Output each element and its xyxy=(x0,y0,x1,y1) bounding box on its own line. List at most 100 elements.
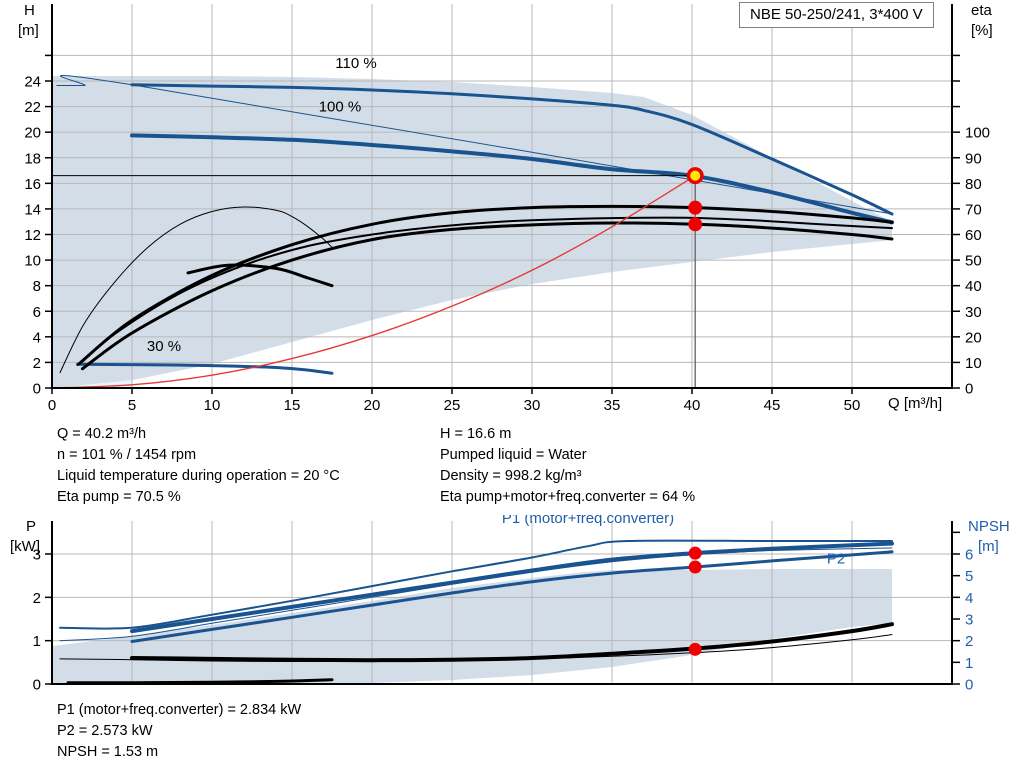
power-info: P1 (motor+freq.converter) = 2.834 kW P2 =… xyxy=(0,700,1024,780)
ytick-npsh-0: 0 xyxy=(965,677,973,694)
head-efficiency-chart: 0 5 10 15 20 25 30 35 40 45 50 0 2 4 6 8 10 12 14 16 18 20 22 2… xyxy=(18,2,993,414)
duty-info-right-line-1: Pumped liquid = Water xyxy=(440,447,587,463)
duty-info-left-line-2: Liquid temperature during operation = 20… xyxy=(57,468,340,484)
ytick-h-8: 8 xyxy=(33,278,41,295)
ytick-h-22: 22 xyxy=(24,99,41,116)
ticks-top: 0 5 10 15 20 25 30 35 40 45 5002468101214161820222… xyxy=(24,54,990,414)
curve-eta-pump-lower-speed xyxy=(76,216,893,366)
duty-point-p1 xyxy=(688,546,702,560)
curve-p1-motor-freq-converter xyxy=(130,541,894,634)
duty-point-info: Q = 40.2 m³/h n = 101 % / 1454 rpm Liquid … xyxy=(0,424,1024,516)
duty-info-left-column: Q = 40.2 m³/h n = 101 % / 1454 rpm Liquid … xyxy=(57,424,340,508)
ytick-eta-80: 80 xyxy=(965,176,982,193)
curve-p2 xyxy=(130,550,894,643)
xtick-20: 20 xyxy=(364,397,381,414)
pump-title: NBE 50-250/241, 3*400 V xyxy=(750,6,923,23)
curve-p1-envelope-upper xyxy=(59,539,893,630)
ytick-eta-20: 20 xyxy=(965,329,982,346)
ytick-eta-60: 60 xyxy=(965,227,982,244)
axes-bottom xyxy=(51,521,953,685)
ytick-npsh-2: 2 xyxy=(965,633,973,650)
ticks-bottom: 0 1 2 3 0 1 2 3 4 5 6 xyxy=(33,531,973,694)
ytick-p-2: 2 xyxy=(33,590,41,607)
axis-label-eta: eta xyxy=(971,2,992,19)
operating-envelope-top xyxy=(53,76,892,388)
ytick-h-10: 10 xyxy=(24,253,41,270)
duty-info-left-line-0: Q = 40.2 m³/h xyxy=(57,426,147,442)
curve-eta-pump-motor-freq-converter xyxy=(80,221,894,371)
ytick-h-12: 12 xyxy=(24,227,41,244)
ytick-npsh-1: 1 xyxy=(965,655,973,672)
curve-h-30 xyxy=(76,362,334,375)
ytick-h-2: 2 xyxy=(33,355,41,372)
power-info-lines: P1 (motor+freq.converter) = 2.834 kW P2 =… xyxy=(57,700,301,763)
ytick-h-6: 6 xyxy=(33,304,41,321)
ytick-h-0: 0 xyxy=(33,381,41,398)
xtick-10: 10 xyxy=(204,397,221,414)
ytick-p-1: 1 xyxy=(33,633,41,650)
ytick-npsh-6: 6 xyxy=(965,547,973,564)
ytick-eta-70: 70 xyxy=(965,201,982,218)
axis-unit-eta: [%] xyxy=(971,22,993,39)
axis-label-h: H xyxy=(24,2,35,19)
curve-label-p1-motor-freq-converter: P1 (motor+freq.converter) xyxy=(502,515,674,527)
xtick-30: 30 xyxy=(524,397,541,414)
curve-label-30: 30 % xyxy=(147,338,181,355)
ytick-eta-50: 50 xyxy=(965,253,982,270)
ytick-eta-0: 0 xyxy=(965,381,973,398)
axis-label-q: Q [m³/h] xyxy=(888,395,943,412)
power-info-line-2: NPSH = 1.53 m xyxy=(57,744,159,760)
axis-unit-p: [kW] xyxy=(10,538,40,555)
duty-markers-top xyxy=(686,167,704,232)
axis-label-npsh: NPSH xyxy=(968,518,1010,535)
curve-eta-30-speed xyxy=(59,206,333,374)
curve-labels-bottom: P1 (motor+freq.converter) P2 xyxy=(502,515,845,568)
duty-point-head-core xyxy=(690,170,701,181)
curve-labels-top: 110 % 100 % 30 % xyxy=(147,55,377,355)
ytick-eta-100: 100 xyxy=(965,125,990,142)
ytick-eta-90: 90 xyxy=(965,150,982,167)
ytick-h-14: 14 xyxy=(24,201,41,218)
ytick-eta-30: 30 xyxy=(965,304,982,321)
power-info-line-1: P2 = 2.573 kW xyxy=(57,723,153,739)
duty-point-npsh xyxy=(688,642,702,656)
gridlines-bottom xyxy=(52,521,952,684)
xtick-35: 35 xyxy=(604,397,621,414)
ytick-npsh-4: 4 xyxy=(965,590,973,607)
ytick-p-0: 0 xyxy=(33,677,41,694)
ytick-h-20: 20 xyxy=(24,125,41,142)
power-info-line-0: P1 (motor+freq.converter) = 2.834 kW xyxy=(57,702,302,718)
ytick-npsh-5: 5 xyxy=(965,568,973,585)
duty-info-left-line-3: Eta pump = 70.5 % xyxy=(57,489,181,505)
axes-top xyxy=(51,4,953,389)
ytick-h-4: 4 xyxy=(33,329,41,346)
axis-unit-h: [m] xyxy=(18,22,39,39)
curves-bottom xyxy=(59,539,894,684)
curve-label-110: 110 % xyxy=(335,55,376,72)
axis-label-p: P xyxy=(26,518,37,535)
curve-label-p2: P2 xyxy=(827,551,845,568)
ytick-eta-40: 40 xyxy=(965,278,982,295)
duty-info-right-column: H = 16.6 m Pumped liquid = Water Density =… xyxy=(440,424,695,508)
xtick-45: 45 xyxy=(764,397,781,414)
pump-title-box: NBE 50-250/241, 3*400 V xyxy=(739,2,934,28)
duty-point-eta-total xyxy=(688,217,703,232)
curve-npsh xyxy=(130,622,894,663)
duty-info-right-line-0: H = 16.6 m xyxy=(440,426,512,442)
curve-eta-segment-short xyxy=(186,263,334,288)
head-efficiency-plot: 0 5 10 15 20 25 30 35 40 45 5002468101214161820222… xyxy=(24,4,990,414)
duty-info-right-line-3: Eta pump+motor+freq.converter = 64 % xyxy=(440,489,696,505)
curve-system-curve xyxy=(52,175,696,388)
ytick-npsh-3: 3 xyxy=(965,612,973,629)
ytick-p-3: 3 xyxy=(33,547,41,564)
duty-point-eta-pump xyxy=(688,200,703,215)
xtick-25: 25 xyxy=(444,397,461,414)
curves-top xyxy=(52,74,894,388)
xtick-5: 5 xyxy=(128,397,136,414)
duty-info-right-line-2: Density = 998.2 kg/m³ xyxy=(440,468,582,484)
xtick-50: 50 xyxy=(844,397,861,414)
ytick-h-24: 24 xyxy=(24,74,41,91)
xtick-15: 15 xyxy=(284,397,301,414)
